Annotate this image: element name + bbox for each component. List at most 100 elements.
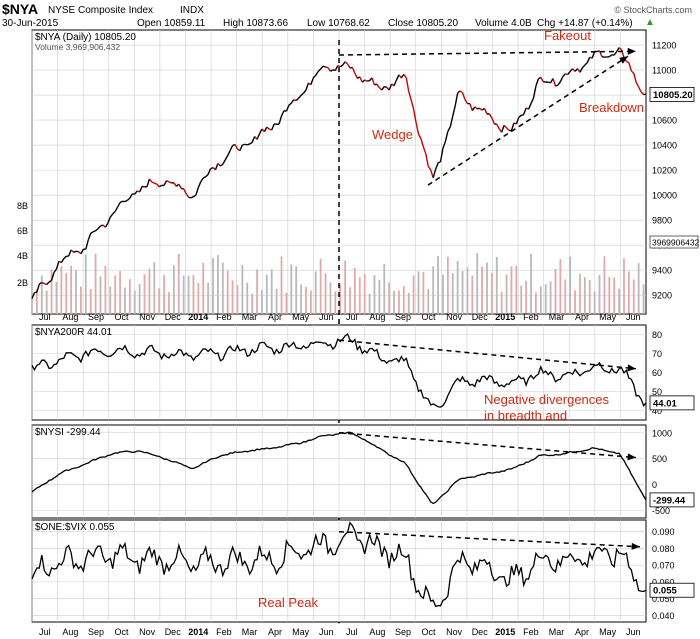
volume-bar — [451, 273, 454, 314]
breadth-divergence-line — [338, 339, 637, 370]
month-tick-label: May — [292, 312, 310, 322]
volume-bar — [50, 269, 53, 314]
exchange-label: INDX — [180, 5, 204, 16]
volume-tick-label: 6B — [17, 226, 28, 236]
volume-bar — [642, 284, 645, 314]
price-segment — [207, 168, 212, 175]
high-value: High 10873.66 — [223, 18, 289, 29]
price-segment — [55, 260, 60, 270]
volume-bar — [231, 280, 234, 314]
price-segment — [31, 292, 36, 299]
volume-bar — [324, 273, 327, 314]
volume-bar — [539, 286, 542, 314]
month-tick-label: Jul — [346, 312, 358, 322]
volume-bar — [437, 255, 439, 314]
price-segment — [567, 70, 571, 76]
price-segment — [344, 61, 349, 65]
price-segment — [68, 249, 72, 257]
annotation-wedge: Wedge — [372, 127, 413, 142]
price-segment — [136, 190, 140, 193]
price-segment — [107, 216, 111, 224]
price-segment — [134, 190, 138, 195]
price-segment — [41, 281, 45, 285]
price-tick-label: 9200 — [652, 291, 672, 301]
month-tick-label: Feb — [523, 312, 539, 322]
volume-bar — [339, 284, 342, 314]
panel-legend: $NYA200R 44.01 — [35, 327, 113, 338]
price-segment — [43, 282, 47, 286]
month-tick-label: Dec — [472, 627, 489, 637]
volume-bar — [241, 265, 244, 314]
volume-bar — [138, 283, 141, 314]
price-segment — [432, 169, 437, 178]
month-tick-label: 2015 — [495, 627, 515, 637]
volume-bar — [246, 282, 249, 314]
last-value-label: 10805.20 — [653, 90, 693, 101]
price-segment — [535, 78, 540, 87]
month-tick-label: 2014 — [188, 312, 208, 322]
price-segment — [491, 117, 495, 125]
price-segment — [173, 182, 177, 187]
month-tick-label: Jun — [319, 312, 334, 322]
price-segment — [322, 65, 326, 68]
month-tick-label: Nov — [139, 627, 156, 637]
price-segment — [148, 178, 153, 183]
price-segment — [598, 50, 603, 57]
volume-bar — [319, 258, 322, 314]
volume-bar — [632, 279, 635, 314]
price-segment — [557, 81, 561, 86]
month-tick-label: Mar — [242, 627, 258, 637]
price-segment — [515, 117, 520, 125]
price-segment — [488, 113, 493, 119]
nysi-tick-label: 500 — [652, 454, 667, 464]
price-segment — [251, 136, 256, 143]
price-segment — [501, 125, 505, 133]
price-segment — [584, 62, 588, 66]
month-tick-label: Jul — [346, 627, 358, 637]
volume-bar — [554, 268, 557, 314]
price-segment — [417, 133, 422, 140]
price-segment — [532, 85, 537, 99]
price-segment — [256, 133, 261, 140]
price-segment — [249, 141, 253, 145]
vix-tick-label: 0.050 — [652, 594, 675, 604]
price-segment — [300, 92, 304, 96]
price-segment — [523, 107, 527, 115]
volume-bar — [40, 275, 43, 314]
month-tick-label: Jul — [39, 627, 51, 637]
price-segment — [60, 258, 65, 263]
month-tick-label: 2015 — [495, 312, 515, 322]
wedge-bottom-line — [427, 55, 629, 186]
vix-tick-label: 0.060 — [652, 577, 675, 587]
month-tick-label: Feb — [216, 312, 232, 322]
price-segment — [151, 181, 155, 184]
price-segment — [53, 268, 58, 273]
price-segment — [168, 181, 172, 184]
volume-bar — [143, 274, 146, 314]
volume-bar — [603, 256, 606, 314]
month-tick-label: 2014 — [188, 627, 208, 637]
volume-bar — [124, 287, 126, 314]
month-tick-label: May — [599, 627, 617, 637]
month-tick-label: Sep — [395, 627, 411, 637]
volume-bar — [70, 265, 73, 314]
nysi-divergence-line — [338, 432, 637, 459]
price-segment — [374, 83, 378, 86]
price-segment — [34, 291, 38, 294]
price-segment — [312, 74, 317, 79]
price-segment — [327, 67, 332, 72]
price-segment — [146, 178, 151, 188]
price-segment — [232, 143, 236, 147]
price-segment — [586, 56, 591, 63]
volume-bar — [182, 275, 185, 314]
price-segment — [640, 91, 645, 95]
vix-tick-label: 0.090 — [652, 527, 675, 537]
volume-bar — [613, 277, 616, 314]
volume-bar — [510, 266, 513, 314]
month-tick-label: Oct — [422, 627, 437, 637]
volume-bar — [31, 273, 33, 314]
price-segment — [315, 71, 319, 76]
price-segment — [430, 169, 434, 178]
volume-bar — [583, 277, 586, 314]
price-segment — [178, 183, 182, 189]
